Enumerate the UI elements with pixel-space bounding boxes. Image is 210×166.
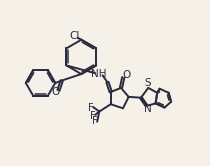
Text: F: F: [92, 116, 98, 126]
Text: Cl: Cl: [70, 32, 80, 42]
Text: F: F: [91, 111, 96, 122]
Text: NH: NH: [91, 69, 106, 79]
Text: N: N: [144, 104, 152, 114]
Text: S: S: [144, 79, 151, 88]
Text: O: O: [51, 87, 59, 97]
Text: F: F: [88, 103, 93, 113]
Text: O: O: [122, 70, 131, 80]
